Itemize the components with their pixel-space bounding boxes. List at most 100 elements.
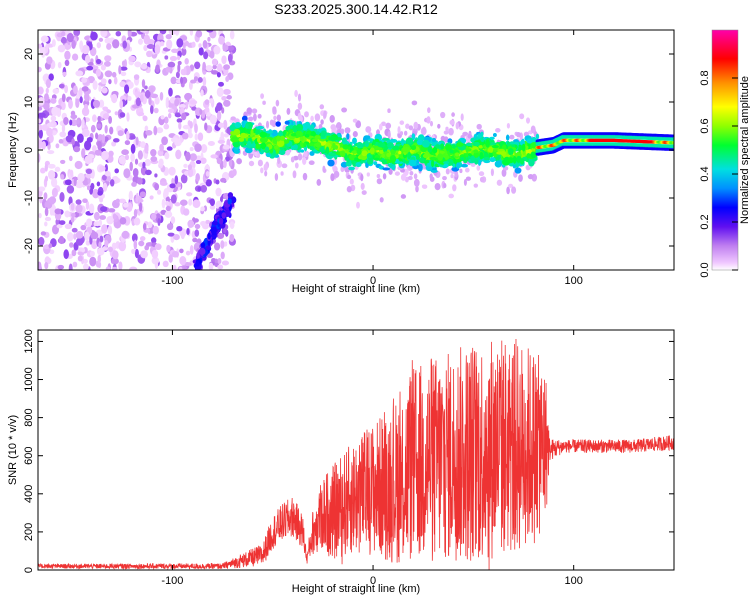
- noise-blob: [81, 107, 90, 117]
- noise-blob: [46, 127, 53, 137]
- noise-blob: [84, 140, 92, 151]
- noise-blob: [90, 182, 95, 190]
- noise-blob: [101, 87, 108, 94]
- noise-blob: [79, 96, 83, 104]
- noise-blob: [159, 143, 164, 152]
- halo-blob: [352, 118, 358, 123]
- spectrogram-y-tick-label: -10: [23, 190, 35, 206]
- noise-blob: [75, 180, 84, 189]
- noise-blob: [90, 31, 98, 41]
- noise-blob: [220, 251, 225, 260]
- noise-blob: [102, 182, 108, 192]
- noise-blob: [89, 256, 97, 267]
- noise-blob: [138, 111, 145, 116]
- band-blob: [312, 138, 318, 143]
- noise-blob: [169, 55, 178, 62]
- band-blob: [405, 137, 414, 145]
- noise-blob: [66, 185, 75, 194]
- halo-blob: [399, 120, 405, 125]
- noise-blob: [66, 32, 74, 43]
- halo-blob: [445, 126, 449, 132]
- streak-blob: [200, 242, 206, 248]
- halo-blob: [277, 156, 281, 165]
- noise-blob: [150, 87, 154, 97]
- band-blob: [245, 123, 249, 129]
- band-blob: [351, 150, 358, 154]
- noise-blob: [97, 254, 101, 264]
- band-blob: [264, 146, 270, 152]
- noise-blob: [38, 118, 42, 124]
- noise-blob: [170, 76, 177, 85]
- band-blob: [365, 135, 370, 139]
- band-blob: [514, 167, 522, 174]
- noise-blob: [55, 143, 60, 149]
- noise-blob: [195, 159, 202, 165]
- noise-blob: [111, 242, 117, 251]
- noise-blob: [124, 154, 130, 161]
- noise-blob: [112, 39, 120, 49]
- noise-blob: [140, 250, 148, 259]
- noise-blob: [153, 125, 158, 136]
- halo-blob: [429, 176, 435, 182]
- noise-blob: [163, 123, 170, 130]
- noise-blob: [168, 87, 173, 97]
- noise-blob: [39, 46, 47, 56]
- band-blob: [246, 140, 252, 149]
- band-blob: [295, 123, 304, 131]
- noise-blob: [85, 240, 91, 246]
- noise-blob: [208, 262, 214, 270]
- noise-blob: [38, 236, 45, 246]
- band-blob: [240, 132, 247, 139]
- noise-blob: [92, 99, 101, 108]
- noise-blob: [47, 169, 56, 180]
- spectrogram-x-axis-label: Height of straight line (km): [292, 283, 420, 295]
- noise-blob: [73, 233, 77, 240]
- noise-blob: [187, 167, 194, 178]
- halo-blob: [251, 108, 258, 114]
- band-blob: [233, 149, 240, 154]
- band-blob: [387, 163, 393, 167]
- band-blob: [461, 163, 468, 168]
- band-blob: [382, 167, 391, 171]
- band-blob: [454, 152, 460, 157]
- noise-blob: [209, 98, 214, 104]
- halo-blob: [442, 175, 447, 181]
- noise-blob: [170, 216, 176, 224]
- noise-blob: [106, 215, 114, 225]
- band-blob: [241, 121, 246, 128]
- band-blob: [410, 145, 417, 151]
- band-blob: [535, 133, 540, 140]
- noise-blob: [62, 71, 67, 77]
- band-blob: [449, 149, 454, 154]
- halo-blob: [285, 149, 291, 156]
- halo-blob: [506, 186, 510, 195]
- noise-blob: [181, 132, 189, 140]
- band-blob: [293, 144, 298, 150]
- noise-blob: [143, 44, 148, 52]
- noise-blob: [92, 114, 97, 123]
- noise-blob: [101, 174, 107, 181]
- band-blob: [308, 142, 316, 147]
- noise-blob: [56, 108, 62, 118]
- noise-blob: [71, 53, 79, 61]
- noise-blob: [165, 33, 172, 40]
- band-blob: [494, 160, 502, 168]
- noise-blob: [38, 112, 46, 118]
- noise-blob: [173, 233, 180, 241]
- halo-blob: [302, 157, 307, 165]
- noise-blob: [182, 208, 190, 216]
- noise-blob: [66, 232, 74, 242]
- streak-blob: [227, 198, 232, 205]
- noise-blob: [206, 30, 214, 33]
- noise-blob: [121, 60, 126, 67]
- band-blob: [478, 145, 484, 149]
- noise-blob: [186, 228, 190, 235]
- spectrogram-x-tick-label: 100: [565, 275, 583, 287]
- noise-blob: [81, 247, 86, 253]
- noise-blob: [144, 144, 149, 154]
- halo-blob: [413, 173, 418, 180]
- halo-blob: [397, 126, 401, 134]
- snr-y-axis-label: SNR (10 * v/v): [7, 415, 19, 485]
- noise-blob: [151, 213, 157, 221]
- noise-blob: [179, 199, 188, 206]
